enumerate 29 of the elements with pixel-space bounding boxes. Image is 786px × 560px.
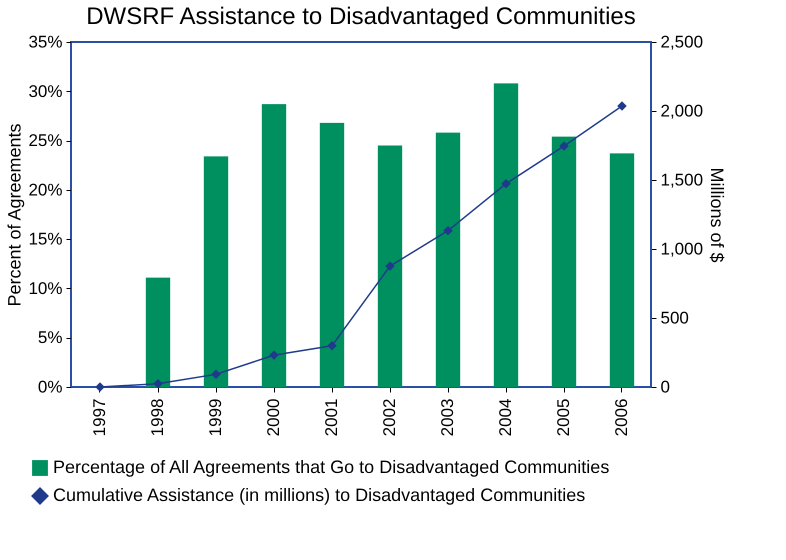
legend-label: Percentage of All Agreements that Go to Disadvantaged Communities: [53, 457, 610, 477]
y-tick-label: 35%: [28, 32, 62, 52]
x-tick-label: 1997: [90, 398, 109, 436]
y-tick-label: 30%: [28, 82, 62, 101]
chart-title: DWSRF Assistance to Disadvantaged Communities: [86, 3, 636, 30]
y2-tick-label: 1,500: [660, 170, 704, 190]
y-tick-label: 25%: [28, 131, 62, 150]
x-tick-label: 2005: [554, 398, 573, 436]
y2-tick-label: 0: [660, 378, 670, 396]
x-tick-label: 2004: [496, 398, 515, 436]
x-tick-label: 2001: [322, 398, 341, 436]
y-tick-label: 0%: [38, 378, 62, 396]
y2-tick-label: 500: [660, 308, 689, 328]
x-tick-label: 2006: [612, 398, 631, 436]
x-tick-label: 1999: [206, 398, 225, 436]
x-tick-label: 2002: [380, 398, 399, 436]
x-tick-label: 2003: [438, 398, 457, 436]
y2-tick-label: 1,000: [660, 240, 704, 258]
y2-tick-label: 2,500: [660, 32, 704, 52]
legend-label: Cumulative Assistance (in millions) to Disadvantaged Communities: [53, 485, 586, 505]
y2-tick-label: 2,000: [660, 102, 704, 120]
y-tick-label: 10%: [28, 278, 62, 298]
x-tick-label: 1998: [148, 398, 167, 436]
y-tick-label: 5%: [38, 328, 62, 348]
y-tick-label: 15%: [28, 230, 62, 249]
y-axis-title: Percent of Agreements: [4, 123, 24, 307]
y2-axis-title: Millions of $: [707, 167, 728, 263]
x-tick-label: 2000: [264, 398, 283, 436]
y-tick-label: 20%: [28, 180, 62, 200]
